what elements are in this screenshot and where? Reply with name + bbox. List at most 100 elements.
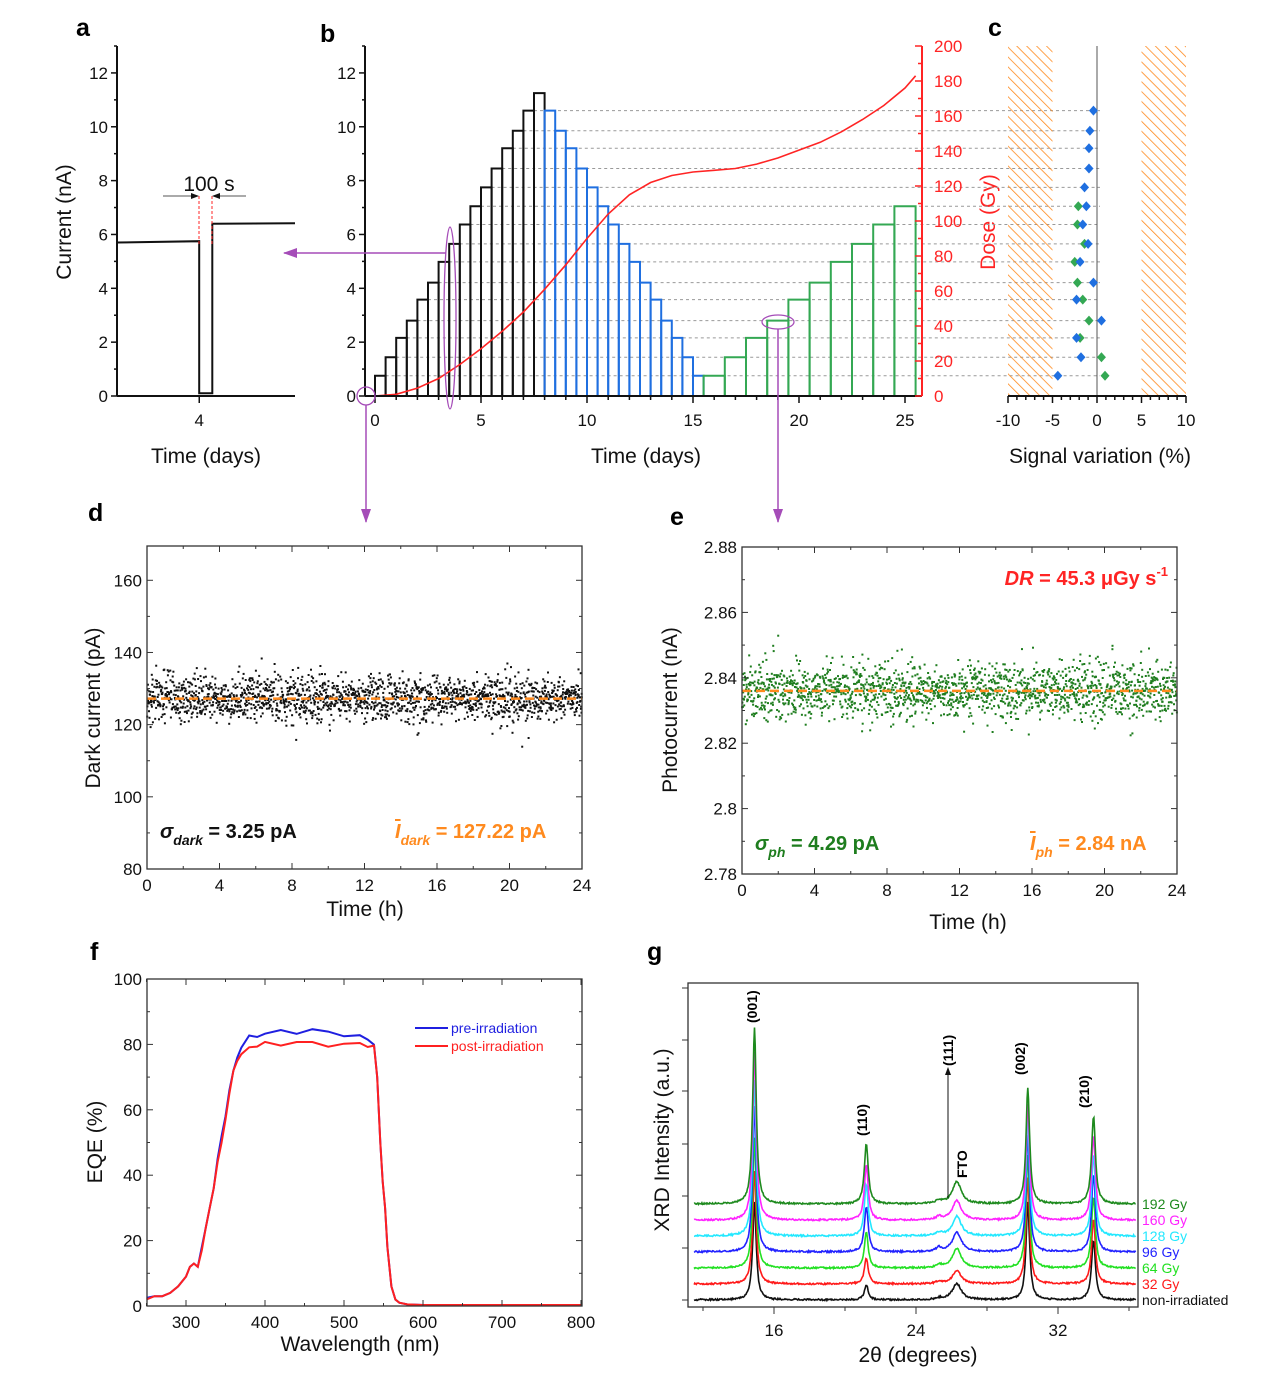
data-point xyxy=(150,701,153,703)
data-point xyxy=(252,704,255,706)
data-point xyxy=(446,688,449,691)
data-point xyxy=(815,699,818,702)
data-point xyxy=(1073,719,1076,722)
data-point xyxy=(526,717,529,720)
data-point xyxy=(914,712,917,715)
data-point xyxy=(789,681,792,684)
data-point xyxy=(931,682,934,685)
data-point xyxy=(359,701,362,704)
data-point xyxy=(357,703,360,706)
data-point xyxy=(1021,648,1023,651)
data-point xyxy=(1032,674,1035,677)
panel-letter-f: f xyxy=(90,938,99,966)
data-point xyxy=(851,703,853,706)
data-point xyxy=(946,714,949,717)
data-point xyxy=(516,686,519,689)
data-point xyxy=(940,675,943,678)
data-point xyxy=(784,702,787,705)
b-step-green xyxy=(893,205,917,396)
data-point xyxy=(171,706,174,709)
data-point xyxy=(917,700,920,703)
data-point xyxy=(474,693,476,695)
data-point xyxy=(513,711,516,714)
data-point xyxy=(1149,696,1152,699)
b-y2tick-label: 40 xyxy=(934,317,953,336)
data-point xyxy=(468,693,471,696)
data-point xyxy=(953,673,956,676)
data-point xyxy=(909,698,912,701)
data-point xyxy=(353,688,355,691)
data-point xyxy=(1024,694,1027,697)
data-point xyxy=(203,700,206,703)
data-point xyxy=(418,700,420,703)
data-point xyxy=(285,698,287,701)
data-point xyxy=(822,667,824,670)
data-point xyxy=(1101,692,1104,694)
data-point xyxy=(953,682,956,685)
data-point xyxy=(1099,663,1102,666)
data-point xyxy=(882,693,885,696)
data-point xyxy=(771,703,774,706)
data-point xyxy=(976,682,979,685)
data-point xyxy=(1167,701,1170,704)
data-point xyxy=(836,688,839,691)
data-point xyxy=(794,706,797,709)
data-point xyxy=(904,698,907,701)
data-point xyxy=(326,708,329,711)
data-point xyxy=(450,712,453,715)
data-point xyxy=(862,685,865,688)
data-point xyxy=(156,696,159,698)
e-dr-symbol: DR xyxy=(1005,568,1034,590)
data-point xyxy=(884,711,887,714)
data-point xyxy=(916,686,919,689)
data-point xyxy=(175,711,178,714)
data-point xyxy=(306,722,308,725)
b-step-blue xyxy=(607,223,620,396)
data-point xyxy=(1162,678,1164,680)
data-point xyxy=(1071,666,1074,668)
data-point xyxy=(1095,685,1098,688)
data-point xyxy=(914,674,917,677)
data-point xyxy=(219,712,222,715)
data-point xyxy=(271,714,274,717)
data-point xyxy=(215,696,218,699)
data-point xyxy=(169,669,172,672)
data-point xyxy=(994,682,997,685)
data-point xyxy=(995,671,998,674)
data-point xyxy=(962,701,964,703)
data-point xyxy=(410,702,413,705)
legend-label-post: post-irradiation xyxy=(451,1038,544,1054)
data-point xyxy=(555,718,558,721)
data-point xyxy=(338,709,341,712)
data-point xyxy=(1122,697,1125,700)
data-point xyxy=(254,705,257,708)
data-point xyxy=(1040,709,1043,712)
data-point xyxy=(202,676,205,679)
data-point xyxy=(824,676,827,679)
g-series-label: 160 Gy xyxy=(1142,1212,1187,1228)
data-point xyxy=(163,668,166,671)
data-point xyxy=(905,720,908,723)
data-point xyxy=(407,679,410,682)
data-point xyxy=(157,703,160,706)
data-point xyxy=(271,681,274,684)
e-dose-rate-label: DR = 45.3 μGy s-1 xyxy=(1005,564,1168,590)
data-point xyxy=(792,710,795,713)
data-point xyxy=(884,686,886,689)
data-point xyxy=(521,745,524,748)
data-point xyxy=(993,698,996,700)
data-point xyxy=(567,700,570,703)
data-point xyxy=(986,695,989,698)
data-point xyxy=(553,684,556,687)
data-point xyxy=(1102,662,1105,665)
data-point xyxy=(1084,670,1086,673)
data-point xyxy=(281,690,284,693)
data-point xyxy=(577,689,580,691)
data-point xyxy=(167,670,170,673)
data-point xyxy=(155,664,158,667)
data-point xyxy=(180,701,183,704)
data-point xyxy=(156,700,159,703)
data-point xyxy=(428,705,430,708)
data-point xyxy=(832,681,835,684)
data-point xyxy=(309,698,312,701)
